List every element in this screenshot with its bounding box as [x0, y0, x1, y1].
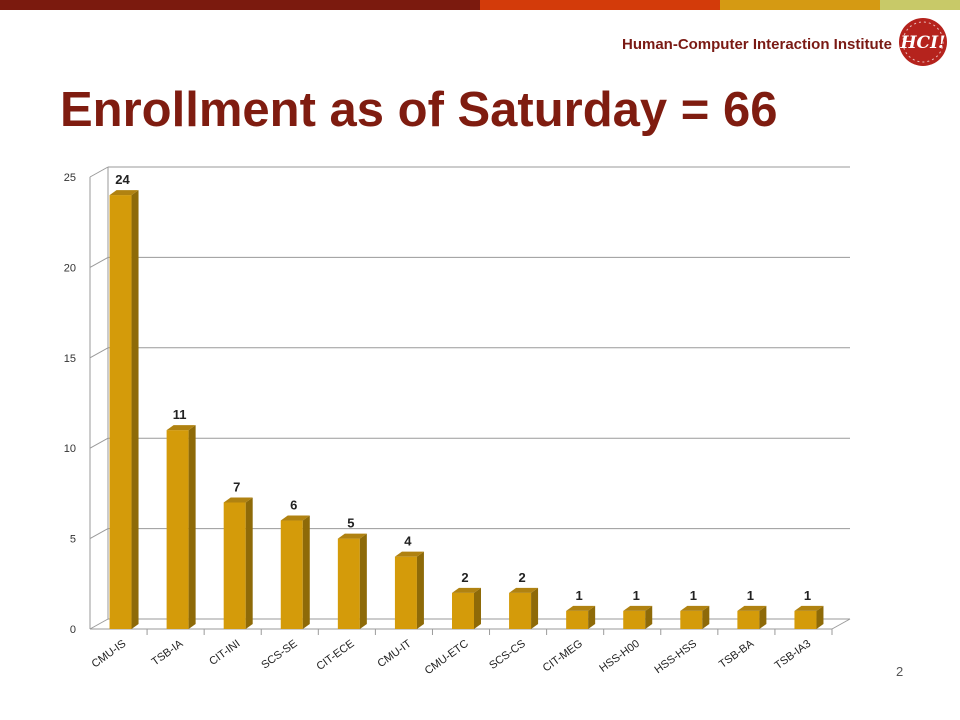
bar-side	[359, 533, 367, 629]
x-category-label: CIT-ECE	[314, 638, 356, 673]
gridline-slant	[89, 528, 109, 540]
bar	[452, 592, 474, 629]
bar-value-label: 7	[233, 479, 240, 494]
x-category-label: TSB-IA	[150, 637, 186, 668]
floor-right-edge	[831, 618, 851, 630]
bar-value-label: 1	[747, 588, 754, 603]
x-category-label: TSB-IA3	[773, 638, 814, 672]
bar-top	[337, 533, 367, 539]
bar-value-label: 5	[347, 516, 354, 531]
gridline-slant	[89, 166, 109, 178]
y-tick-label: 20	[64, 262, 76, 274]
bar	[623, 610, 646, 629]
bar-side	[416, 551, 424, 629]
bar-top	[109, 190, 139, 196]
x-category-label: HSS-H00	[597, 638, 642, 675]
bar-value-label: 2	[461, 570, 468, 585]
bar	[166, 430, 189, 629]
bar-value-label: 1	[690, 588, 697, 603]
x-category-label: CIT-INI	[207, 638, 242, 668]
bar	[337, 538, 360, 629]
bar	[394, 556, 417, 629]
x-category-label: SCS-SE	[259, 638, 299, 672]
bar-value-label: 1	[804, 588, 811, 603]
bar-side	[302, 515, 310, 629]
bar-value-label: 1	[576, 588, 583, 603]
bar-top	[794, 605, 824, 611]
bar-top	[452, 587, 481, 593]
top-bar-3	[720, 0, 880, 10]
bar-top	[566, 605, 596, 611]
bar	[566, 610, 589, 629]
svg-text:HCI!: HCI!	[899, 33, 945, 53]
x-category-label: CMU-ETC	[423, 638, 471, 678]
bar	[509, 592, 532, 629]
x-category-label: CMU-IS	[90, 638, 129, 671]
gridline-slant	[89, 256, 109, 268]
x-category-label: SCS-CS	[487, 638, 528, 672]
slide-number: 2	[896, 664, 904, 679]
y-tick-label: 15	[64, 353, 76, 365]
bar-side	[131, 190, 139, 629]
bar-top	[280, 515, 310, 521]
y-tick-label: 0	[70, 624, 76, 636]
bar-side	[188, 425, 196, 629]
bar-side	[531, 587, 539, 629]
x-category-label: CMU-IT	[375, 638, 413, 670]
top-color-bars	[0, 0, 960, 10]
bar-value-label: 1	[633, 588, 640, 603]
bar-top	[509, 587, 539, 593]
floor-left-edge	[89, 618, 109, 630]
bar	[737, 610, 760, 629]
top-bar-1	[0, 0, 480, 10]
bar-top	[623, 605, 653, 611]
bar	[223, 502, 246, 629]
y-tick-label: 25	[64, 172, 76, 184]
bar-side	[702, 605, 710, 629]
bar-value-label: 24	[115, 172, 130, 187]
gridline-slant	[89, 437, 109, 449]
bar-value-label: 11	[173, 407, 187, 422]
x-category-label: HSS-HSS	[652, 638, 699, 676]
bar-side	[759, 605, 767, 629]
bar-top	[394, 551, 424, 557]
hcii-logo-icon: HCI!	[899, 18, 947, 66]
slide-title: Enrollment as of Saturday = 66	[60, 83, 778, 137]
bar-top	[223, 497, 253, 503]
bar-side	[474, 587, 481, 629]
bar-value-label: 4	[404, 534, 412, 549]
top-bar-2	[480, 0, 720, 10]
bar-value-label: 6	[290, 498, 297, 513]
bar-value-label: 2	[518, 570, 525, 585]
bar-side	[645, 605, 653, 629]
institute-name: Human-Computer Interaction Institute	[621, 36, 892, 53]
bar-side	[816, 605, 824, 629]
bar	[680, 610, 703, 629]
bar	[794, 610, 817, 629]
y-tick-label: 5	[70, 534, 76, 546]
bar-top	[737, 605, 767, 611]
bar-top	[680, 605, 710, 611]
bar-side	[245, 497, 253, 629]
bar	[109, 195, 132, 629]
bar	[280, 520, 303, 629]
x-category-label: TSB-BA	[717, 637, 757, 670]
y-tick-label: 10	[64, 443, 76, 455]
top-bar-4	[880, 0, 960, 10]
gridline-slant	[89, 347, 109, 359]
x-category-label: CIT-MEG	[541, 638, 585, 675]
bar-top	[166, 425, 196, 431]
bar-side	[588, 605, 596, 629]
